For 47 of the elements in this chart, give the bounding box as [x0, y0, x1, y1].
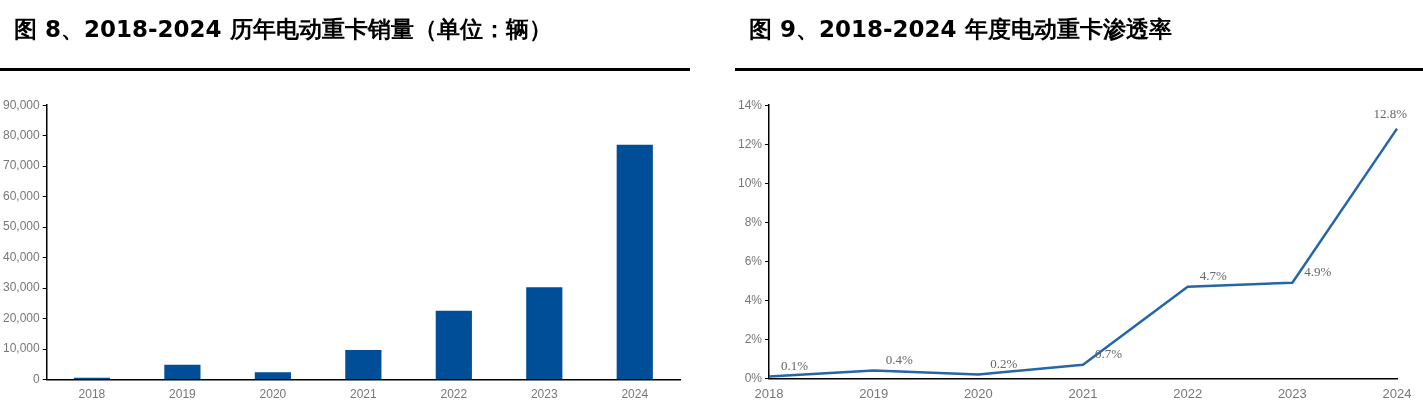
- y-tick-label: 10,000: [3, 341, 41, 356]
- x-tick-label: 2021: [1068, 385, 1098, 401]
- y-tick-label: 0: [33, 371, 41, 386]
- bar: [435, 310, 472, 380]
- y-tick-label: 4%: [744, 292, 763, 307]
- y-tick-label: 14%: [737, 97, 763, 112]
- bar: [164, 364, 201, 380]
- bar: [616, 144, 653, 380]
- data-label: 0.2%: [990, 355, 1018, 371]
- x-tick-label: 2022: [440, 387, 468, 402]
- x-tick-label: 2024: [621, 387, 649, 402]
- chart-title: 图 8、2018-2024 历年电动重卡销量（单位：辆）: [14, 15, 552, 44]
- data-label: 4.9%: [1304, 264, 1332, 280]
- y-tick-label: 10%: [737, 175, 763, 190]
- data-label: 0.1%: [781, 357, 809, 373]
- data-label: 0.7%: [1095, 346, 1123, 362]
- y-tick-label: 40,000: [3, 249, 41, 264]
- x-tick-label: 2020: [259, 387, 287, 402]
- y-tick-label: 90,000: [3, 97, 41, 112]
- x-tick-label: 2022: [1173, 385, 1203, 401]
- y-tick-label: 70,000: [3, 158, 41, 173]
- y-tick-label: 80,000: [3, 128, 41, 142]
- y-tick-label: 6%: [744, 253, 763, 268]
- data-label: 12.8%: [1373, 106, 1408, 122]
- y-tick-label: 30,000: [3, 280, 41, 295]
- x-tick-label: 2018: [754, 385, 784, 401]
- x-tick-label: 2020: [963, 385, 993, 401]
- y-tick-label: 8%: [744, 214, 763, 229]
- y-tick-label: 50,000: [3, 219, 41, 234]
- x-tick-label: 2023: [1277, 385, 1307, 401]
- y-tick-label: 20,000: [3, 310, 41, 325]
- bar: [254, 372, 291, 380]
- x-tick-label: 2019: [169, 387, 197, 402]
- y-tick-label: 2%: [744, 331, 763, 346]
- bar: [526, 287, 563, 380]
- data-label: 4.7%: [1199, 268, 1227, 284]
- x-tick-label: 2021: [350, 387, 378, 402]
- y-tick-label: 12%: [737, 136, 763, 151]
- x-tick-label: 2018: [78, 387, 106, 402]
- y-tick-label: 0%: [744, 370, 763, 385]
- x-tick-label: 2024: [1382, 385, 1412, 401]
- y-tick-label: 60,000: [3, 188, 41, 203]
- x-tick-label: 2023: [530, 387, 558, 402]
- data-label: 0.4%: [885, 352, 913, 368]
- bar: [345, 350, 382, 380]
- x-tick-label: 2019: [859, 385, 889, 401]
- chart-title: 图 9、2018-2024 年度电动重卡渗透率: [749, 15, 1172, 44]
